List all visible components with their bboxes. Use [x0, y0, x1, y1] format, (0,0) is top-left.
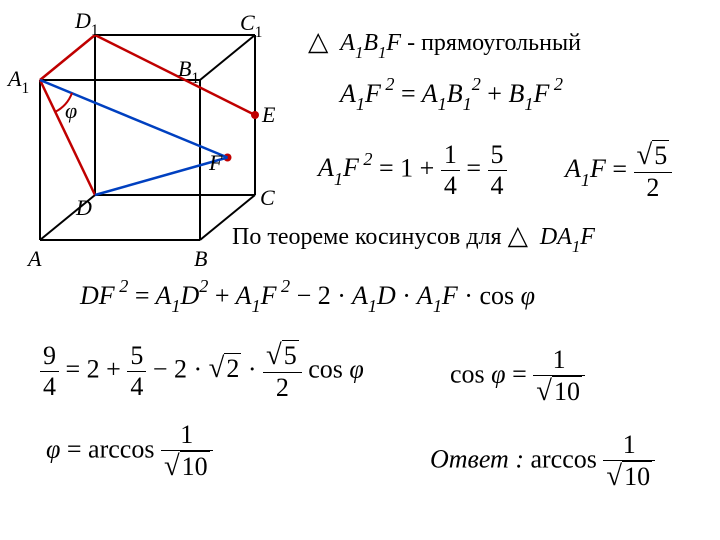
label-A1: A1	[8, 66, 29, 96]
eq-substituted: 94 = 2 + 54 − 2 · √2 · √5 2 cos φ	[40, 340, 364, 403]
label-B: B	[194, 246, 207, 272]
eq-law-of-cosines: DF 2 = A1D2 + A1F 2 − 2 · A1D · A1F · co…	[80, 278, 535, 315]
label-F: F	[209, 150, 222, 176]
eq-phi: φ = arccos 1 √10	[46, 420, 213, 483]
eq-cosphi: cos φ = 1 √10	[450, 345, 585, 408]
label-phi: φ	[65, 98, 77, 124]
eq-a1f-squared: A1F 2 = 1 + 14 = 54	[318, 140, 507, 201]
eq-a1f: A1F = √5 2	[565, 140, 672, 203]
label-B1: B1	[178, 56, 199, 86]
answer: Ответ : arccos 1 √10	[430, 430, 655, 493]
line-triangle-right: △ A1B1F - прямоугольный	[308, 26, 581, 61]
label-D1: D1	[75, 8, 99, 38]
label-C: C	[260, 185, 275, 211]
label-C1: C1	[240, 10, 262, 40]
eq-pythagoras: A1F 2 = A1B12 + B1F 2	[340, 76, 563, 113]
label-E: E	[262, 102, 275, 128]
line-cos-theorem: По теореме косинусов для △ DA1F	[232, 220, 595, 255]
label-D: D	[76, 195, 92, 221]
label-A: A	[28, 246, 41, 272]
